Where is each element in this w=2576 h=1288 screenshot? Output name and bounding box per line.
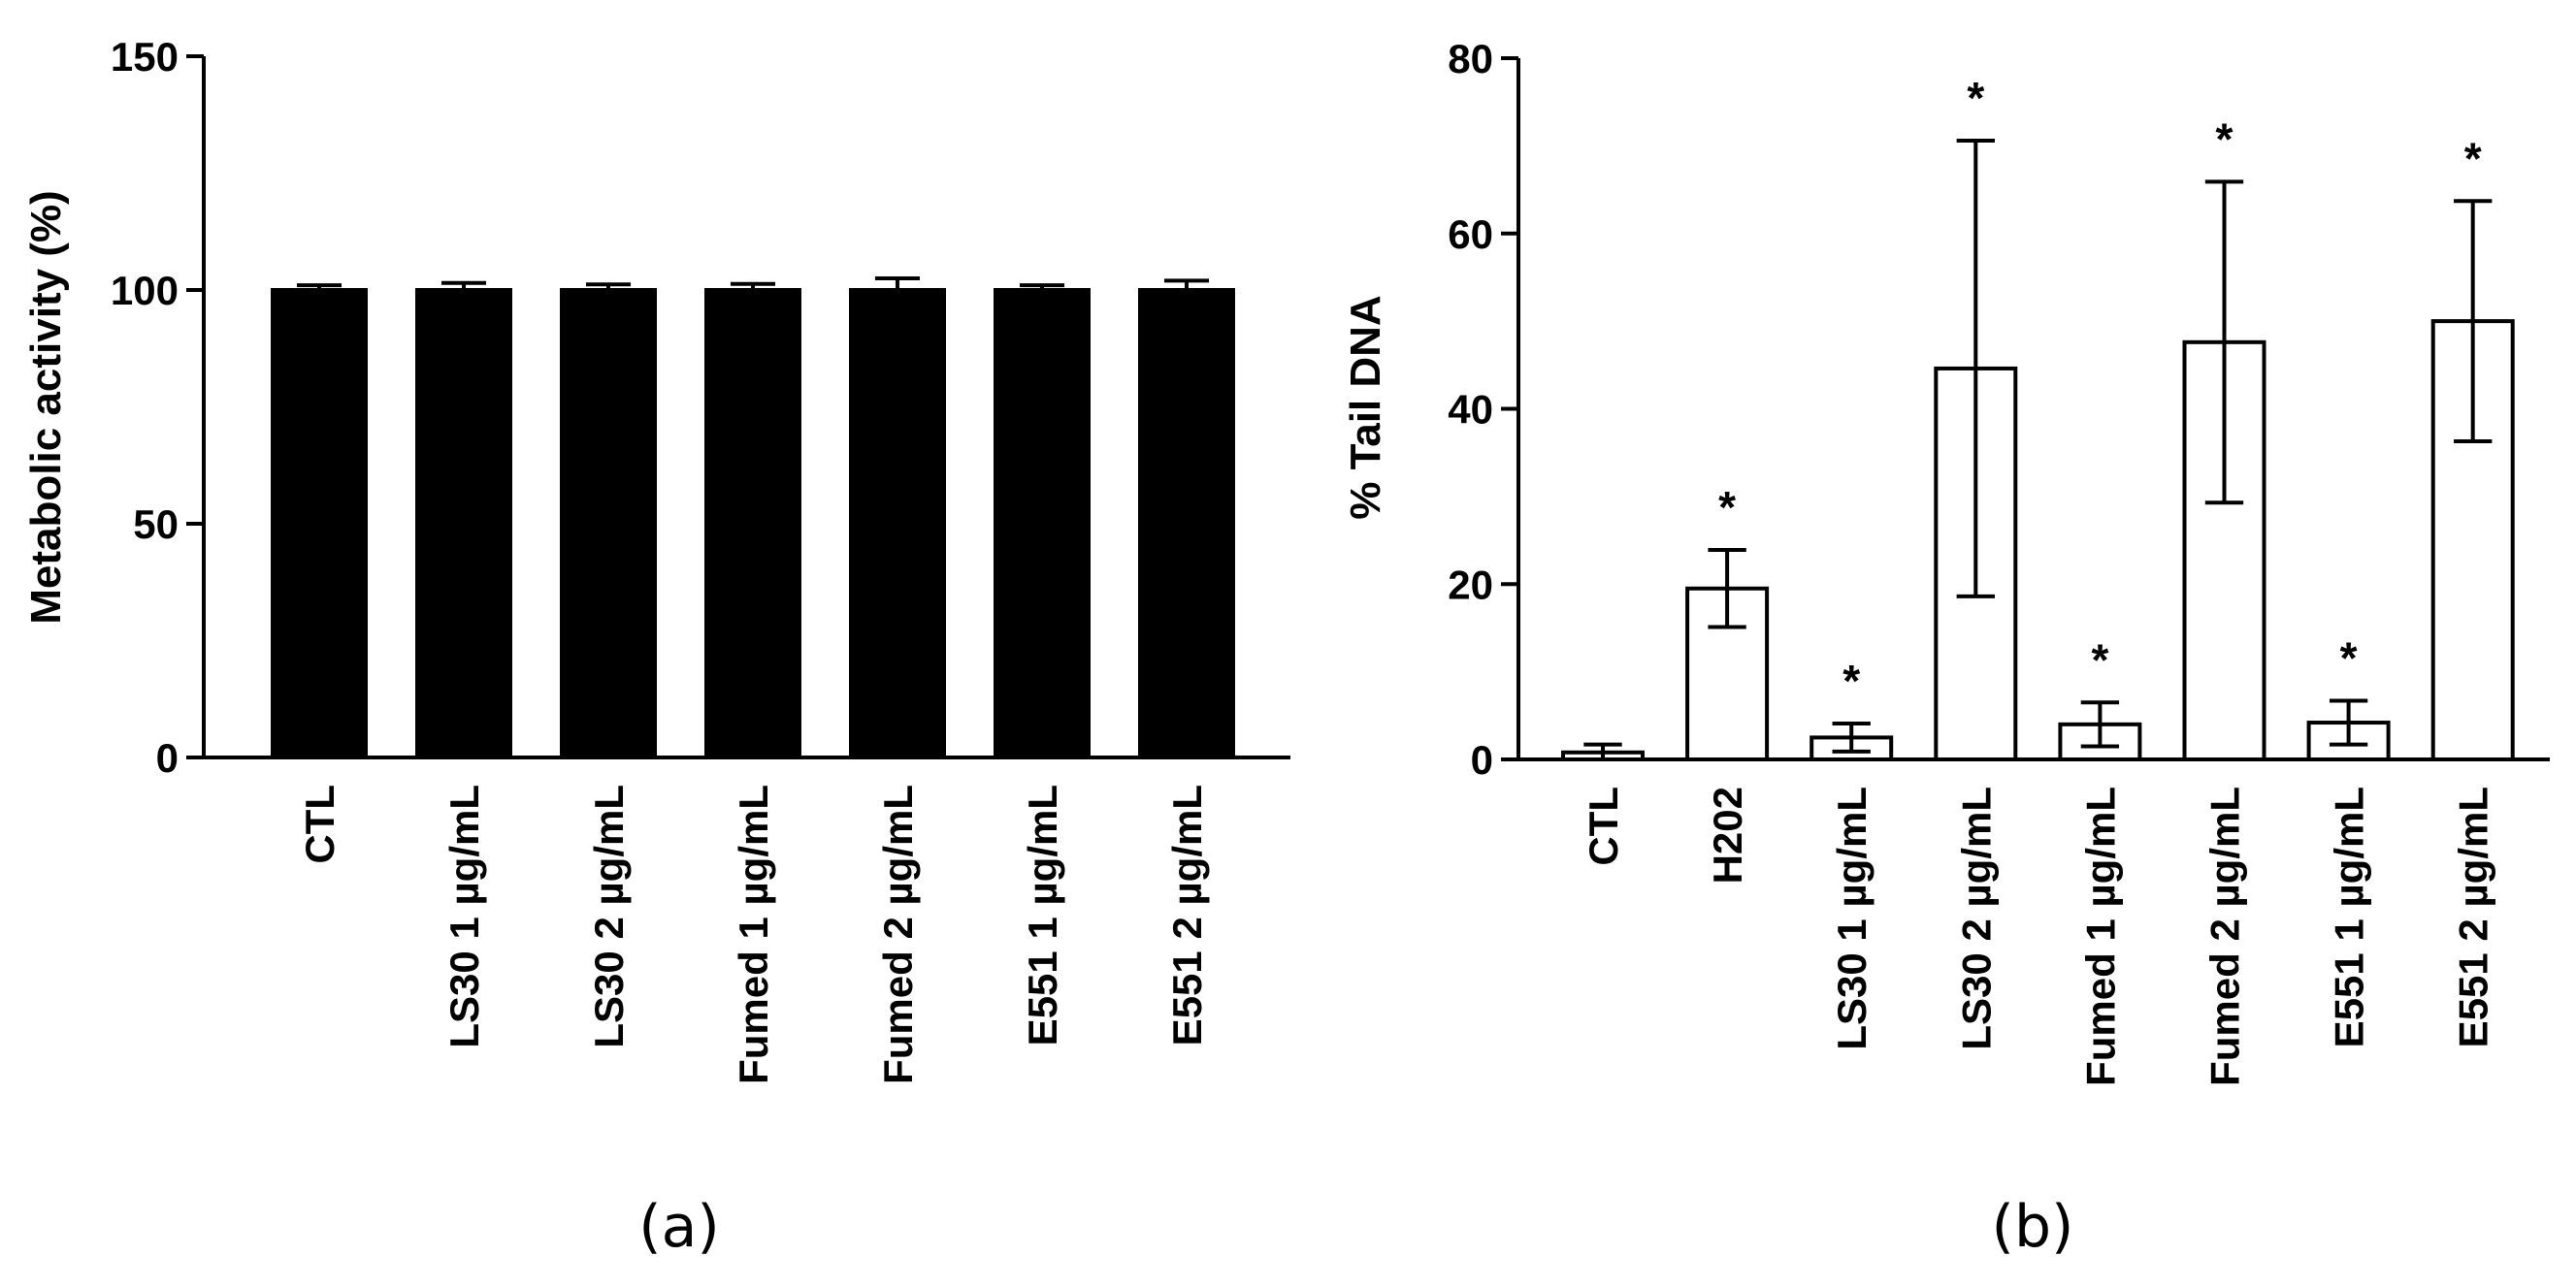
y-tick-label-b: 60 xyxy=(1448,211,1493,257)
significance-marker-b: * xyxy=(1967,73,1984,123)
bar-a xyxy=(1138,288,1235,759)
category-label-b: LS30 2 µg/mL xyxy=(1953,787,1999,1050)
panel-label-b: (b) xyxy=(1992,1193,2074,1261)
category-label-a: LS30 1 µg/mL xyxy=(441,785,487,1048)
category-label-a: LS30 2 µg/mL xyxy=(586,785,632,1048)
category-label-b: H202 xyxy=(1705,787,1750,884)
bar-a xyxy=(704,288,801,759)
significance-marker-b: * xyxy=(1842,656,1860,706)
bar-a xyxy=(560,288,657,759)
y-tick-label-a: 50 xyxy=(133,501,179,547)
y-axis-title-a: Metabolic activity (%) xyxy=(22,190,70,624)
bar-a xyxy=(415,288,512,759)
bar-a xyxy=(994,288,1091,759)
y-tick-label-a: 150 xyxy=(111,34,179,80)
y-tick-label-a: 0 xyxy=(156,735,179,781)
y-tick-label-b: 80 xyxy=(1448,36,1493,81)
significance-marker-b: * xyxy=(2464,133,2482,183)
y-axis-title-b: % Tail DNA xyxy=(1342,295,1389,519)
bar-a xyxy=(849,288,946,759)
panel-a-chart: 0 50 100 150 Metabolic activity (%) CTL LS30 1… xyxy=(22,34,1290,1261)
category-label-a: Fumed 1 µg/mL xyxy=(731,785,776,1084)
panel-b-chart: 0 20 40 60 80 % Tail DNA CTL * H202 * LS30 1 µg/mL… xyxy=(1342,36,2550,1261)
category-label-a: E551 2 µg/mL xyxy=(1164,785,1210,1046)
category-label-b: Fumed 2 µg/mL xyxy=(2202,787,2248,1086)
bar-a xyxy=(271,288,368,759)
significance-marker-b: * xyxy=(2216,113,2234,164)
panel-label-a: (a) xyxy=(638,1193,720,1261)
category-label-b: LS30 1 µg/mL xyxy=(1829,787,1875,1050)
category-label-a: Fumed 2 µg/mL xyxy=(875,785,921,1084)
significance-marker-b: * xyxy=(1718,482,1736,532)
category-label-b: Fumed 1 µg/mL xyxy=(2077,787,2123,1086)
significance-marker-b: * xyxy=(2091,634,2108,685)
y-tick-label-b: 0 xyxy=(1471,737,1493,783)
category-label-b: E551 2 µg/mL xyxy=(2451,787,2496,1047)
y-tick-label-a: 100 xyxy=(111,268,179,313)
category-label-b: CTL xyxy=(1581,787,1626,866)
category-label-a: CTL xyxy=(297,785,342,864)
significance-marker-b: * xyxy=(2340,632,2358,683)
y-tick-label-b: 20 xyxy=(1448,562,1493,607)
category-label-a: E551 1 µg/mL xyxy=(1020,785,1065,1046)
category-label-b: E551 1 µg/mL xyxy=(2327,787,2372,1047)
y-tick-label-b: 40 xyxy=(1448,387,1493,433)
